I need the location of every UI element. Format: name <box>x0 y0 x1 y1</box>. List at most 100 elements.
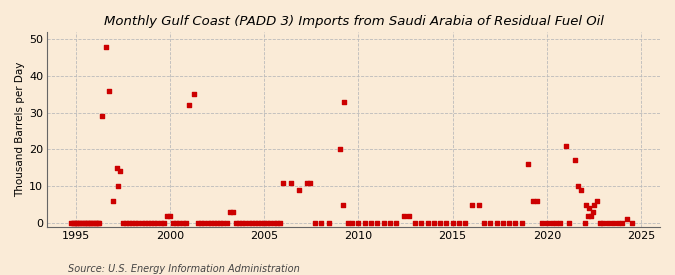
Point <box>598 221 609 225</box>
Point <box>622 217 632 221</box>
Y-axis label: Thousand Barrels per Day: Thousand Barrels per Day <box>15 62 25 197</box>
Point <box>249 221 260 225</box>
Point <box>246 221 257 225</box>
Point <box>485 221 495 225</box>
Point <box>573 184 584 188</box>
Point <box>65 221 76 225</box>
Point <box>113 184 124 188</box>
Point <box>608 221 618 225</box>
Point <box>149 221 160 225</box>
Point <box>165 213 176 218</box>
Point <box>111 166 122 170</box>
Point <box>612 221 623 225</box>
Point <box>441 221 452 225</box>
Point <box>193 221 204 225</box>
Point <box>94 221 105 225</box>
Point <box>587 210 598 214</box>
Point <box>117 221 128 225</box>
Point <box>130 221 141 225</box>
Point <box>554 221 565 225</box>
Point <box>121 221 132 225</box>
Point <box>589 202 599 207</box>
Point <box>199 221 210 225</box>
Point <box>541 221 552 225</box>
Text: Source: U.S. Energy Information Administration: Source: U.S. Energy Information Administ… <box>68 264 299 274</box>
Point <box>359 221 370 225</box>
Point <box>474 202 485 207</box>
Point <box>301 180 312 185</box>
Point <box>205 221 216 225</box>
Point <box>510 221 521 225</box>
Point <box>537 221 547 225</box>
Point <box>152 221 163 225</box>
Point <box>171 221 182 225</box>
Point <box>603 221 614 225</box>
Point <box>448 221 458 225</box>
Point <box>522 162 533 166</box>
Point <box>72 221 82 225</box>
Point <box>127 221 138 225</box>
Point <box>92 221 103 225</box>
Point <box>108 199 119 203</box>
Point <box>315 221 326 225</box>
Point <box>78 221 89 225</box>
Point <box>585 213 596 218</box>
Point <box>237 221 248 225</box>
Point <box>196 221 207 225</box>
Point <box>583 213 593 218</box>
Point <box>83 221 94 225</box>
Point <box>90 221 101 225</box>
Point <box>584 206 595 210</box>
Point <box>410 221 421 225</box>
Point <box>366 221 377 225</box>
Point <box>159 221 169 225</box>
Point <box>89 221 100 225</box>
Point <box>80 221 90 225</box>
Point <box>532 199 543 203</box>
Point <box>347 221 358 225</box>
Point <box>342 221 353 225</box>
Point <box>240 221 250 225</box>
Point <box>560 144 571 148</box>
Point <box>133 221 144 225</box>
Point <box>491 221 502 225</box>
Point <box>353 221 364 225</box>
Point <box>70 221 81 225</box>
Point <box>168 221 179 225</box>
Point <box>595 221 605 225</box>
Point <box>243 221 254 225</box>
Point <box>88 221 99 225</box>
Point <box>504 221 514 225</box>
Point <box>218 221 229 225</box>
Point <box>75 221 86 225</box>
Point <box>277 180 288 185</box>
Point <box>100 45 111 49</box>
Point <box>564 221 574 225</box>
Point <box>617 221 628 225</box>
Point <box>155 221 166 225</box>
Point <box>404 213 414 218</box>
Point <box>69 221 80 225</box>
Point <box>161 213 172 218</box>
Point <box>84 221 95 225</box>
Point <box>579 221 590 225</box>
Point <box>259 221 269 225</box>
Point <box>209 221 219 225</box>
Point <box>454 221 464 225</box>
Point <box>74 221 84 225</box>
Point <box>231 221 242 225</box>
Point <box>286 180 296 185</box>
Point <box>580 202 591 207</box>
Point <box>592 199 603 203</box>
Point <box>262 221 273 225</box>
Point <box>576 188 587 192</box>
Point <box>215 221 225 225</box>
Title: Monthly Gulf Coast (PADD 3) Imports from Saudi Arabia of Residual Fuel Oil: Monthly Gulf Coast (PADD 3) Imports from… <box>104 15 603 28</box>
Point <box>97 114 108 119</box>
Point <box>180 221 191 225</box>
Point <box>339 100 350 104</box>
Point <box>224 210 235 214</box>
Point <box>76 221 87 225</box>
Point <box>174 221 185 225</box>
Point <box>422 221 433 225</box>
